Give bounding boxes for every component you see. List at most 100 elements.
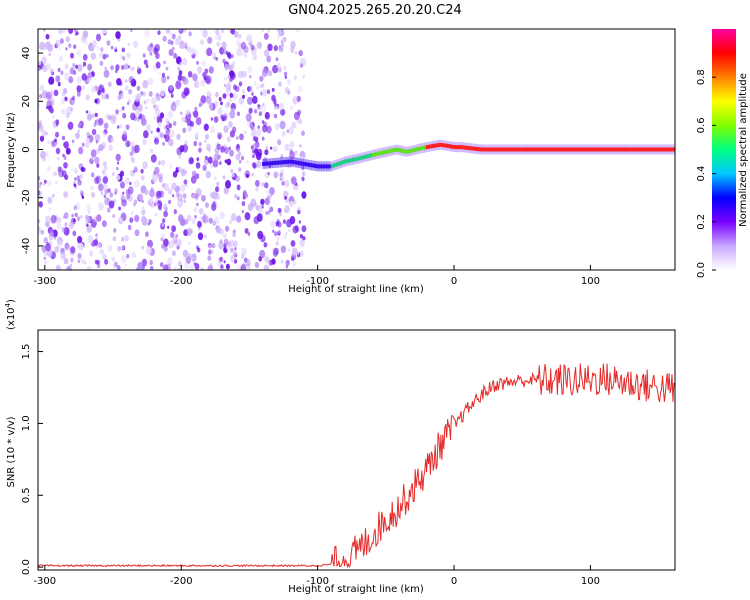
noise-point	[232, 92, 238, 101]
noise-point	[157, 121, 162, 128]
noise-point	[47, 166, 51, 172]
noise-point	[264, 182, 269, 189]
noise-point	[163, 60, 166, 65]
ridge-point	[280, 160, 283, 165]
ridge-point	[597, 147, 601, 152]
noise-point	[265, 145, 269, 150]
noise-point	[137, 261, 144, 270]
noise-point	[151, 204, 155, 209]
noise-point	[241, 51, 245, 57]
noise-point	[134, 179, 140, 188]
noise-point	[80, 125, 83, 129]
noise-point	[99, 60, 104, 66]
noise-point	[200, 79, 206, 87]
noise-point	[146, 219, 150, 224]
noise-point	[241, 263, 247, 270]
noise-point	[228, 121, 233, 128]
ridge-point	[299, 161, 303, 166]
x-tick-label: 0	[451, 276, 457, 287]
noise-point	[228, 146, 231, 151]
noise-point	[283, 65, 287, 71]
noise-point	[165, 118, 170, 125]
noise-point	[75, 132, 80, 140]
noise-point	[291, 121, 297, 129]
noise-point	[153, 170, 157, 176]
noise-point	[238, 81, 243, 87]
noise-point	[110, 65, 114, 71]
noise-point	[270, 146, 273, 150]
ridge-point	[610, 147, 614, 152]
noise-point	[245, 258, 251, 267]
noise-point	[202, 72, 207, 78]
noise-point	[90, 52, 96, 60]
noise-point	[246, 263, 251, 270]
ridge-point	[429, 144, 432, 149]
noise-point	[128, 76, 135, 84]
noise-point	[301, 191, 307, 199]
noise-point	[299, 234, 303, 239]
noise-point	[252, 95, 258, 104]
noise-point	[207, 156, 213, 164]
noise-point	[141, 206, 145, 211]
noise-point	[175, 99, 181, 107]
ridge-point	[402, 149, 406, 154]
noise-point	[272, 229, 275, 233]
noise-point	[126, 140, 131, 148]
noise-point	[52, 142, 57, 149]
noise-point	[213, 116, 219, 123]
noise-point	[39, 41, 45, 51]
noise-point	[159, 132, 164, 139]
ridge-point	[271, 161, 275, 166]
noise-point	[185, 42, 188, 47]
noise-point	[90, 157, 94, 161]
noise-point	[183, 87, 190, 96]
noise-point	[127, 101, 130, 105]
noise-point	[210, 117, 214, 121]
ridge-point	[636, 147, 640, 152]
ridge-point	[664, 147, 668, 152]
noise-point	[219, 239, 223, 244]
noise-point	[276, 103, 279, 107]
noise-point	[204, 139, 207, 143]
noise-point	[285, 259, 290, 266]
snr-exponent-close: )	[6, 299, 17, 303]
noise-point	[208, 244, 211, 249]
noise-point	[177, 35, 182, 41]
noise-point	[98, 241, 103, 248]
noise-point	[242, 94, 245, 99]
noise-point	[85, 137, 90, 144]
noise-point	[261, 29, 264, 32]
noise-point	[60, 97, 66, 105]
noise-point	[91, 85, 96, 93]
noise-point	[134, 214, 140, 223]
noise-point	[110, 137, 115, 143]
noise-point	[244, 53, 247, 58]
noise-point	[127, 186, 134, 195]
noise-point	[230, 247, 234, 253]
noise-point	[43, 182, 46, 186]
noise-point	[58, 55, 64, 62]
noise-point	[225, 180, 231, 189]
noise-point	[250, 124, 255, 131]
ridge-point	[522, 147, 525, 152]
noise-point	[133, 166, 138, 172]
noise-point	[289, 151, 295, 160]
noise-point	[106, 54, 109, 58]
colorbar-tick-label: 0.0	[696, 262, 707, 278]
ridge-point	[381, 150, 385, 155]
noise-point	[282, 36, 287, 43]
noise-point	[52, 115, 55, 119]
noise-point	[215, 29, 220, 36]
noise-point	[63, 155, 67, 160]
noise-point	[121, 245, 125, 250]
noise-point	[125, 124, 130, 130]
noise-point	[57, 166, 62, 173]
noise-point	[96, 46, 100, 50]
noise-point	[274, 106, 277, 110]
noise-point	[129, 181, 132, 186]
noise-point	[230, 63, 235, 70]
ridge-point	[447, 144, 450, 148]
noise-point	[215, 57, 218, 61]
noise-point	[289, 141, 295, 148]
noise-point	[195, 173, 200, 180]
